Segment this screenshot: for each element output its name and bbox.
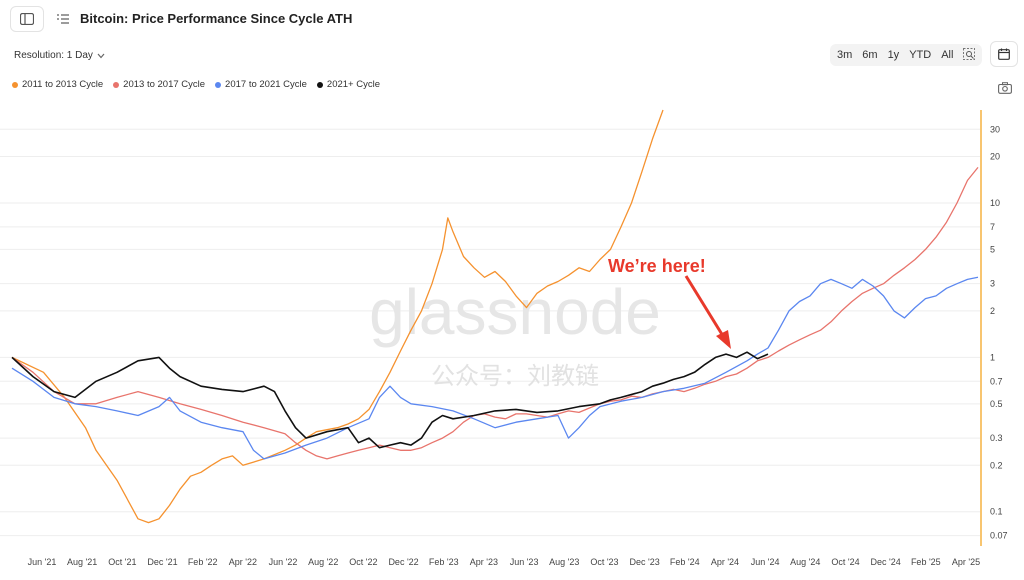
- watermark-subtitle: 公众号：刘教链: [431, 362, 599, 390]
- sidebar-icon: [20, 13, 34, 25]
- legend-label: 2017 to 2021 Cycle: [225, 79, 307, 90]
- x-tick-label: Feb '23: [429, 557, 459, 567]
- chart-legend: 2011 to 2013 Cycle 2013 to 2017 Cycle 20…: [12, 79, 380, 90]
- x-tick-label: Aug '21: [67, 557, 97, 567]
- camera-icon[interactable]: [998, 82, 1012, 94]
- x-tick-label: Oct '23: [590, 557, 618, 567]
- y-tick-label: 0.07: [990, 531, 1008, 541]
- time-range-selector: 3m 6m 1y YTD All: [830, 44, 983, 66]
- x-tick-label: Jun '21: [28, 557, 57, 567]
- annotation-text: We’re here!: [608, 256, 706, 276]
- x-tick-label: Aug '22: [308, 557, 338, 567]
- y-tick-label: 0.1: [990, 507, 1003, 517]
- range-all-button[interactable]: All: [941, 49, 954, 61]
- page-title: Bitcoin: Price Performance Since Cycle A…: [80, 11, 353, 26]
- series-line-1[interactable]: [11, 109, 664, 524]
- legend-label: 2011 to 2013 Cycle: [22, 79, 104, 90]
- menu-list-icon[interactable]: [56, 12, 70, 26]
- date-picker-button[interactable]: [990, 41, 1018, 67]
- range-ytd-button[interactable]: YTD: [909, 49, 932, 61]
- chevron-down-icon: [97, 53, 105, 58]
- legend-item-2011[interactable]: 2011 to 2013 Cycle: [12, 79, 103, 90]
- series-line-2[interactable]: [11, 166, 979, 460]
- y-tick-label: 3: [990, 279, 995, 289]
- y-tick-label: 2: [990, 306, 995, 316]
- series-line-4[interactable]: [11, 351, 769, 449]
- legend-item-2017[interactable]: 2017 to 2021 Cycle: [215, 79, 307, 90]
- x-tick-label: Oct '21: [108, 557, 136, 567]
- x-tick-label: Jun '24: [751, 557, 780, 567]
- x-tick-label: Feb '25: [911, 557, 941, 567]
- zoom-icon: [963, 47, 976, 60]
- range-1y-button[interactable]: 1y: [887, 49, 900, 61]
- x-tick-label: Aug '23: [549, 557, 579, 567]
- y-tick-label: 7: [990, 222, 995, 232]
- y-tick-label: 1: [990, 352, 995, 362]
- legend-dot: [215, 81, 222, 88]
- top-bar: Bitcoin: Price Performance Since Cycle A…: [0, 0, 1024, 40]
- y-tick-label: 0.5: [990, 399, 1003, 409]
- x-tick-label: Dec '22: [388, 557, 418, 567]
- zoom-select-button[interactable]: [958, 45, 980, 66]
- legend-label: 2013 to 2017 Cycle: [123, 79, 206, 90]
- legend-item-2013[interactable]: 2013 to 2017 Cycle: [113, 79, 205, 90]
- resolution-dropdown[interactable]: Resolution: 1 Day: [14, 50, 105, 61]
- legend-dot: [316, 81, 323, 88]
- y-tick-label: 0.2: [990, 460, 1003, 470]
- x-tick-label: Jun '22: [269, 557, 298, 567]
- watermark-logo: glassnode: [369, 276, 661, 348]
- resolution-label: Resolution: 1 Day: [14, 50, 93, 61]
- legend-dot: [113, 81, 120, 88]
- series-line-3[interactable]: [11, 276, 979, 460]
- y-tick-label: 30: [990, 124, 1000, 134]
- calendar-icon: [998, 48, 1010, 60]
- x-tick-label: Dec '21: [147, 557, 177, 567]
- x-tick-label: Feb '22: [188, 557, 218, 567]
- x-tick-label: Oct '22: [349, 557, 377, 567]
- x-tick-label: Apr '24: [711, 557, 739, 567]
- y-tick-label: 5: [990, 244, 995, 254]
- x-tick-label: Apr '22: [229, 557, 257, 567]
- y-tick-label: 0.7: [990, 376, 1003, 386]
- x-tick-label: Dec '24: [871, 557, 901, 567]
- sidebar-toggle-button[interactable]: [10, 6, 44, 32]
- x-tick-label: Aug '24: [790, 557, 820, 567]
- grid-lines: [0, 128, 980, 537]
- x-tick-label: Jun '23: [510, 557, 539, 567]
- legend-dot: [12, 81, 18, 88]
- series-lines: [11, 109, 979, 524]
- x-tick-label: Dec '23: [629, 557, 659, 567]
- range-3m-button[interactable]: 3m: [837, 49, 853, 61]
- range-6m-button[interactable]: 6m: [862, 49, 878, 61]
- y-axis-ticks: 30 20 10 7 5 3 2 1 0.7 0.5 0.3 0.2 0.1 0.07: [990, 124, 1008, 540]
- legend-label: 2021+ Cycle: [326, 79, 380, 90]
- x-tick-label: Feb '24: [670, 557, 700, 567]
- y-tick-label: 0.3: [990, 433, 1003, 443]
- x-tick-label: Apr '23: [470, 557, 498, 567]
- x-tick-label: Apr '25: [952, 557, 980, 567]
- y-tick-label: 20: [990, 151, 1000, 161]
- price-performance-chart: glassnode 公众号：刘教链 30 20 10 7 5 3 2 1 0.7 0.5 0.3 0.…: [0, 109, 1008, 567]
- x-tick-label: Oct '24: [831, 557, 859, 567]
- legend-item-2021[interactable]: 2021+ Cycle: [316, 79, 380, 90]
- annotation-arrow: [684, 275, 731, 349]
- y-tick-label: 10: [990, 198, 1000, 208]
- x-axis-ticks: Jun '21 Aug '21 Oct '21 Dec '21 Feb '22 Apr '…: [28, 557, 981, 567]
